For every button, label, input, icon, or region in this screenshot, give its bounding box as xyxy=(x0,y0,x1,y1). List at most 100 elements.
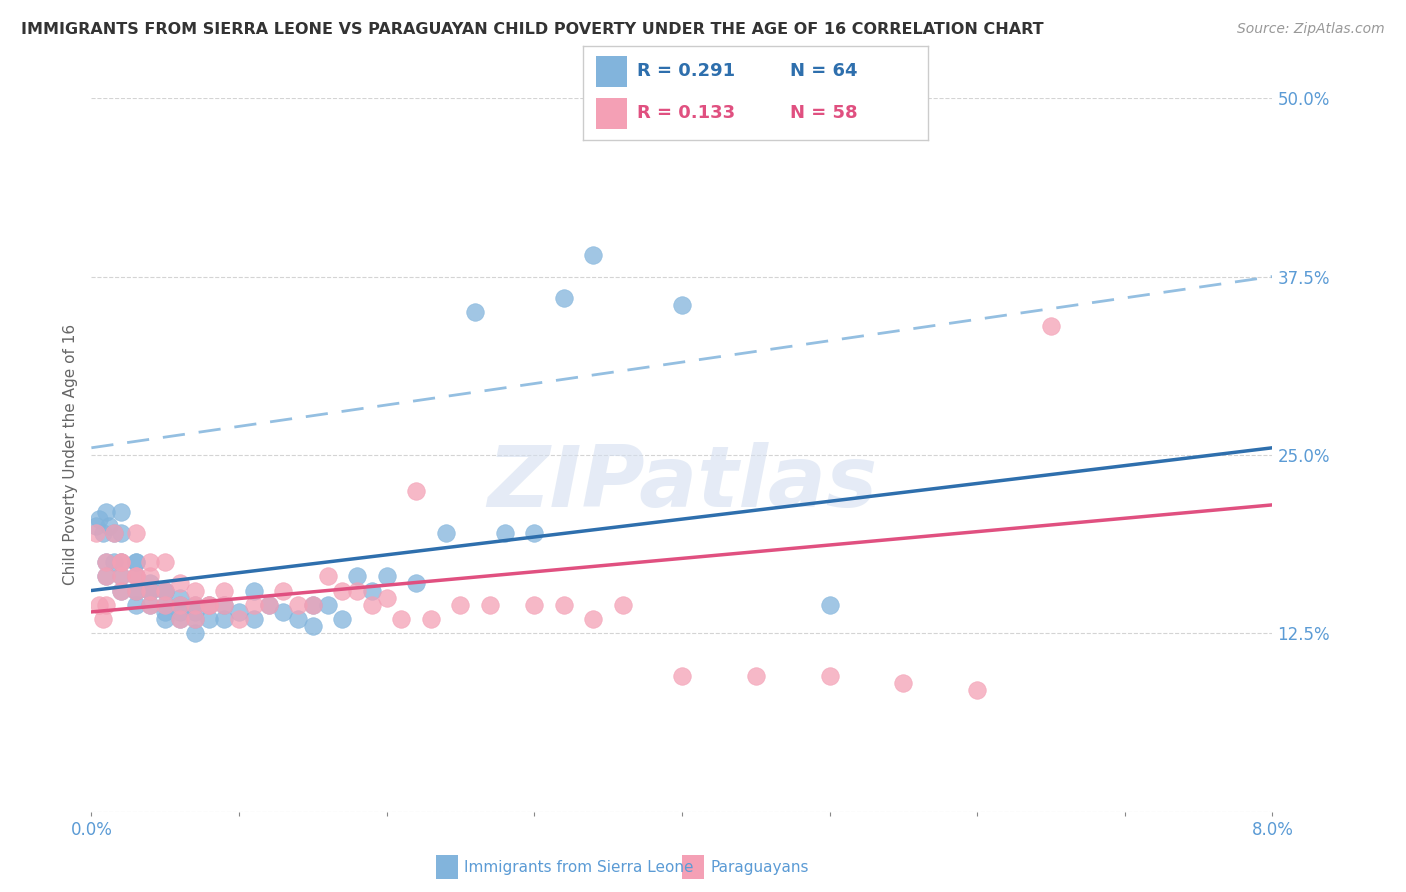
Point xyxy=(110,555,132,569)
Point xyxy=(169,598,191,612)
Point xyxy=(214,583,236,598)
Point xyxy=(169,612,191,626)
Bar xyxy=(596,98,627,128)
Point xyxy=(464,305,486,319)
Point xyxy=(153,598,177,612)
Point xyxy=(1040,319,1063,334)
Point xyxy=(153,583,177,598)
Point xyxy=(582,612,605,626)
Point xyxy=(87,598,110,612)
Point xyxy=(257,598,280,612)
Point xyxy=(450,598,472,612)
Point xyxy=(169,605,191,619)
Point xyxy=(110,555,132,569)
Point xyxy=(671,669,693,683)
Point xyxy=(110,569,132,583)
Point xyxy=(110,583,132,598)
Point xyxy=(198,598,221,612)
Point xyxy=(419,612,441,626)
Point xyxy=(169,576,191,591)
Point xyxy=(153,605,177,619)
Point xyxy=(243,598,266,612)
Point xyxy=(103,555,125,569)
Point xyxy=(110,505,132,519)
Text: R = 0.133: R = 0.133 xyxy=(637,104,735,122)
Point xyxy=(87,512,110,526)
Point xyxy=(110,555,132,569)
Point xyxy=(434,526,457,541)
Point xyxy=(139,583,162,598)
Point xyxy=(124,569,148,583)
Point xyxy=(478,598,502,612)
Point xyxy=(287,612,309,626)
Point xyxy=(582,248,605,262)
Point xyxy=(553,598,575,612)
Point xyxy=(360,598,382,612)
Point xyxy=(139,583,162,598)
Point xyxy=(523,598,546,612)
Point xyxy=(139,569,162,583)
Point xyxy=(405,576,427,591)
Point xyxy=(153,612,177,626)
Point xyxy=(301,619,323,633)
Point xyxy=(183,612,207,626)
Point xyxy=(494,526,516,541)
Point xyxy=(139,576,162,591)
Bar xyxy=(596,55,627,87)
Point xyxy=(346,583,368,598)
Point xyxy=(153,583,177,598)
Point xyxy=(228,612,250,626)
Point xyxy=(91,526,114,541)
Text: N = 58: N = 58 xyxy=(790,104,858,122)
Text: Paraguayans: Paraguayans xyxy=(710,860,808,874)
Point xyxy=(96,555,118,569)
Point xyxy=(360,583,382,598)
Point xyxy=(243,583,266,598)
Point xyxy=(198,612,221,626)
Point xyxy=(183,598,207,612)
Point xyxy=(96,555,118,569)
Y-axis label: Child Poverty Under the Age of 16: Child Poverty Under the Age of 16 xyxy=(63,325,79,585)
Point xyxy=(96,569,118,583)
Point xyxy=(316,598,339,612)
Point xyxy=(153,555,177,569)
Point xyxy=(316,569,339,583)
Point xyxy=(124,526,148,541)
Point xyxy=(124,569,148,583)
Point xyxy=(124,583,148,598)
Point xyxy=(139,583,162,598)
Point xyxy=(375,591,398,605)
Point xyxy=(271,583,295,598)
Point xyxy=(332,612,354,626)
Point xyxy=(671,298,693,312)
Point xyxy=(745,669,768,683)
Point xyxy=(228,605,250,619)
Text: IMMIGRANTS FROM SIERRA LEONE VS PARAGUAYAN CHILD POVERTY UNDER THE AGE OF 16 COR: IMMIGRANTS FROM SIERRA LEONE VS PARAGUAY… xyxy=(21,22,1043,37)
Point xyxy=(183,583,207,598)
Point xyxy=(169,591,191,605)
Text: Source: ZipAtlas.com: Source: ZipAtlas.com xyxy=(1237,22,1385,37)
Point xyxy=(287,598,309,612)
Point xyxy=(153,598,177,612)
Point xyxy=(96,505,118,519)
Point xyxy=(612,598,634,612)
Point xyxy=(91,612,114,626)
Point xyxy=(96,598,118,612)
Point xyxy=(84,526,107,541)
Point xyxy=(332,583,354,598)
Point xyxy=(198,598,221,612)
Point xyxy=(139,583,162,598)
Point xyxy=(405,483,427,498)
Point xyxy=(124,569,148,583)
Point xyxy=(198,598,221,612)
Point xyxy=(183,612,207,626)
Point xyxy=(183,626,207,640)
Point xyxy=(214,598,236,612)
Point xyxy=(257,598,280,612)
Point xyxy=(818,669,841,683)
Point xyxy=(183,598,207,612)
Point xyxy=(214,612,236,626)
Point xyxy=(124,598,148,612)
Point xyxy=(139,598,162,612)
Point xyxy=(110,583,132,598)
